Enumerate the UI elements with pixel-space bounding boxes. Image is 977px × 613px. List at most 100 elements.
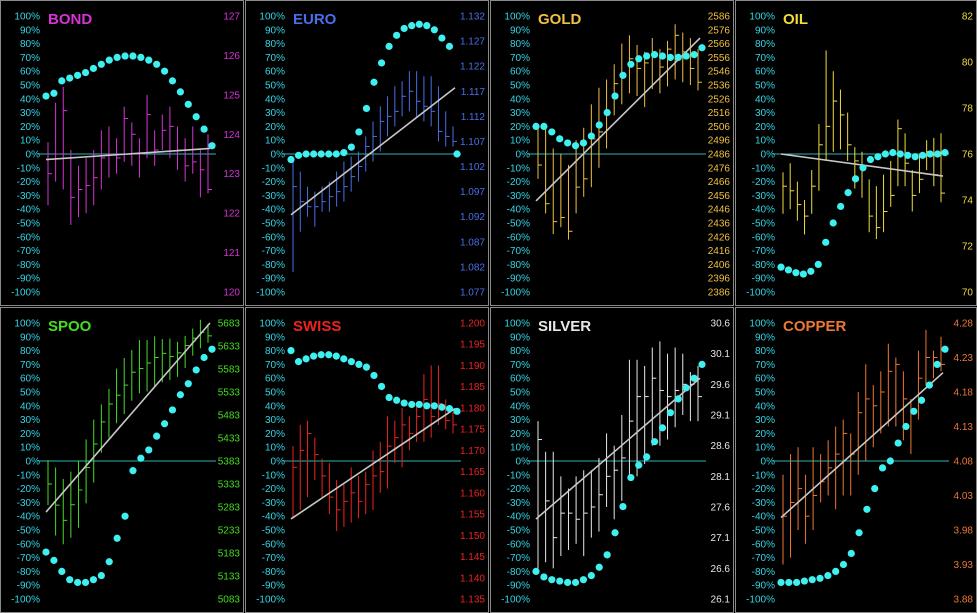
momentum-dot [377,59,386,67]
momentum-dot [176,391,184,399]
momentum-dot [400,399,408,407]
price-tick-label: 125 [223,90,240,101]
left-tick-label: 20% [510,429,530,440]
price-tick-label: 1.165 [460,467,485,478]
momentum-dot [603,109,611,117]
price-tick-label: 26.1 [711,595,731,606]
momentum-dot [910,407,918,415]
price-tick-label: 3.88 [954,595,974,606]
price-tick-label: 27.6 [711,503,731,514]
left-tick-label: -90% [507,581,530,592]
left-tick-label: -40% [507,205,530,216]
left-tick-label: 90% [20,332,40,343]
left-tick-label: -80% [262,567,285,578]
left-tick-label: 20% [20,122,40,133]
left-tick-label: -70% [752,246,775,257]
price-tick-label: 5133 [218,572,241,583]
left-tick-label: 50% [20,81,40,92]
left-tick-label: 10% [265,443,285,454]
price-tick-label: 2466 [708,177,731,188]
left-tick-label: 40% [755,94,775,105]
momentum-dot [643,52,651,60]
momentum-dot [113,53,121,62]
left-tick-label: -40% [507,512,530,523]
left-tick-label: 10% [510,136,530,147]
price-tick-label: 29.6 [711,380,731,391]
left-tick-label: 80% [755,39,775,50]
price-tick-label: 1.097 [460,187,485,198]
left-tick-label: 10% [755,443,775,454]
price-tick-label: 26.6 [711,564,731,575]
momentum-dot [851,175,860,183]
momentum-dot [153,432,161,440]
price-tick-label: 4.18 [954,388,974,399]
left-tick-label: -90% [507,274,530,285]
momentum-dot [816,574,824,582]
left-tick-label: 80% [20,39,40,50]
panel-title: SPOO [48,318,92,335]
momentum-dot [168,77,177,85]
left-tick-label: 60% [20,374,40,385]
momentum-dot [564,139,572,147]
momentum-dot [332,150,340,158]
momentum-dot [881,150,889,158]
left-tick-label: 10% [20,136,40,147]
price-tick-label: 2456 [708,191,731,202]
price-tick-label: 30.1 [711,349,731,360]
momentum-dot [844,189,852,197]
left-tick-label: -50% [17,219,40,230]
momentum-dot [919,151,927,159]
price-tick-label: 2396 [708,274,731,285]
price-tick-label: 5683 [218,319,241,330]
momentum-dot [650,51,659,59]
momentum-dot [66,576,74,584]
momentum-dot [690,374,698,382]
left-tick-label: -70% [17,553,40,564]
left-tick-label: 30% [265,415,285,426]
left-tick-label: -100% [256,288,285,299]
left-tick-label: 60% [510,67,530,78]
left-tick-label: -100% [256,595,285,606]
momentum-dot [548,576,556,584]
momentum-dot [438,403,446,411]
panel-title: COPPER [783,318,847,335]
momentum-dot [658,52,667,60]
price-tick-label: 5433 [218,434,241,445]
momentum-dot [200,125,208,133]
momentum-dot [430,402,438,410]
momentum-dot [829,219,837,227]
price-tick-label: 1.077 [460,288,485,299]
momentum-dot [310,150,318,158]
momentum-dot [58,567,66,576]
price-tick-label: 2576 [708,25,731,36]
momentum-dot [619,71,627,79]
panel-title: SWISS [293,318,341,335]
price-tick-label: 1.180 [460,403,485,414]
left-tick-label: -80% [752,567,775,578]
momentum-dot [785,578,793,587]
price-tick-label: 1.122 [460,62,485,73]
price-tick-label: 78 [962,104,974,115]
left-tick-label: -30% [17,498,40,509]
momentum-dot [792,269,800,277]
momentum-dot [393,31,401,39]
momentum-dot [814,260,822,268]
left-tick-label: -80% [262,260,285,271]
left-tick-label: -100% [11,595,40,606]
left-tick-label: 50% [265,81,285,92]
momentum-dot [393,396,401,404]
left-tick-label: 40% [20,401,40,412]
momentum-dot [871,485,879,493]
left-tick-label: 100% [259,319,285,330]
left-tick-label: -100% [11,288,40,299]
left-tick-label: -70% [17,246,40,257]
left-tick-label: 80% [755,346,775,357]
left-tick-label: 100% [14,12,40,23]
momentum-dot [294,358,303,366]
left-tick-label: 90% [755,25,775,36]
momentum-dot [690,51,698,59]
left-tick-label: -90% [262,274,285,285]
left-tick-label: 80% [265,346,285,357]
momentum-dot [145,56,153,64]
